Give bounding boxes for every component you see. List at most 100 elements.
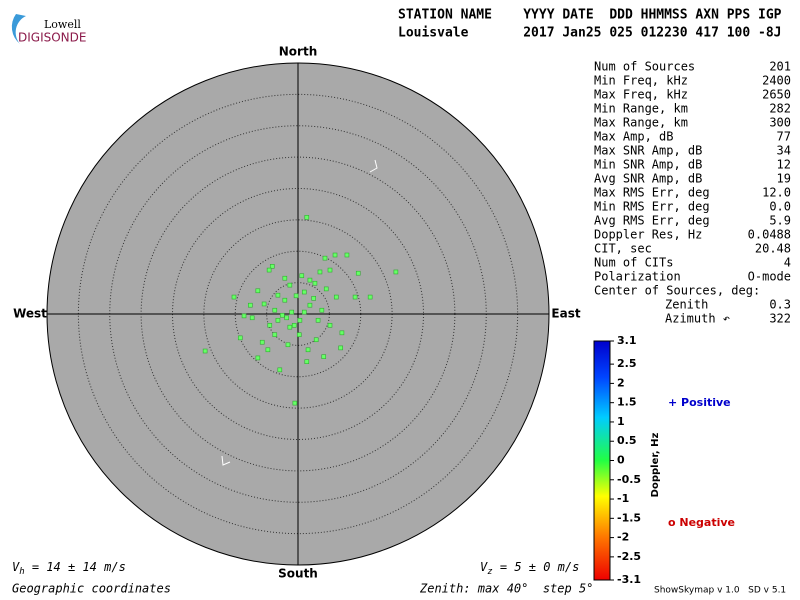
source-point	[284, 315, 290, 321]
stat-value: 34	[777, 144, 791, 158]
source-point	[287, 324, 293, 330]
source-point	[327, 322, 333, 328]
source-point	[272, 332, 278, 338]
source-point	[291, 322, 297, 328]
source-point	[237, 335, 243, 341]
stat-value: 4	[784, 256, 791, 270]
stat-label: Max Amp, dB	[594, 130, 673, 144]
source-point	[339, 330, 345, 336]
stat-value: 12.0	[762, 186, 791, 200]
colorbar-tick-label: 2	[617, 376, 625, 389]
source-point	[301, 309, 307, 315]
stat-value: 322	[769, 312, 791, 326]
colorbar-tick-label: -0.5	[617, 473, 641, 486]
stat-value: 0.0	[769, 200, 791, 214]
header-row: Louisvale 2017 Jan25 025 012230 417 100 …	[398, 26, 782, 41]
stat-value: 0.3	[769, 298, 791, 312]
stat-label: Max SNR Amp, dB	[594, 144, 702, 158]
stat-label: CIT, sec	[594, 242, 652, 256]
colorbar-tick-label: -1	[617, 492, 629, 505]
colorbar-tick-label: 0.5	[617, 434, 637, 447]
stat-value: 0.0488	[748, 228, 791, 242]
direction-label: West	[13, 307, 47, 321]
stat-heading: Center of Sources, deg:	[594, 284, 760, 298]
stat-value: 2650	[762, 88, 791, 102]
source-point	[307, 277, 313, 283]
source-point	[297, 317, 303, 323]
legend-positive: + Positive	[668, 396, 731, 409]
source-point	[299, 273, 305, 279]
stat-label: Min SNR Amp, dB	[594, 158, 702, 172]
stat-value: 201	[769, 60, 791, 74]
source-point	[304, 359, 310, 364]
source-point	[367, 294, 373, 300]
source-point	[261, 301, 267, 307]
velocity-z: Vz = 5 ± 0 m/s	[480, 560, 579, 577]
stat-label: Max RMS Err, deg	[594, 186, 710, 200]
colorbar-tick-label: 1	[617, 415, 625, 428]
stat-label: Num of CITs	[594, 256, 673, 270]
source-point	[319, 307, 325, 313]
footer-zenith: Zenith: max 40° step 5°	[419, 582, 593, 596]
footer-coords: Geographic coordinates	[12, 582, 171, 596]
stat-value: 19	[777, 172, 791, 186]
source-point	[231, 294, 237, 300]
stat-label: Zenith	[665, 298, 708, 312]
source-point	[249, 315, 255, 321]
source-point	[304, 215, 310, 220]
source-point	[313, 337, 319, 343]
source-point	[285, 342, 291, 348]
source-point	[292, 400, 298, 406]
marker	[221, 455, 231, 466]
colorbar-tick-label: 3.1	[617, 334, 637, 347]
legend-negative: o Negative	[668, 516, 735, 529]
source-point	[321, 354, 327, 359]
source-point	[296, 332, 302, 338]
stat-label: Num of Sources	[594, 60, 695, 74]
symbol: V	[480, 560, 488, 574]
source-point	[287, 282, 293, 288]
stat-label: Min Freq, kHz	[594, 74, 688, 88]
source-point	[312, 280, 318, 286]
stat-value: 77	[777, 130, 791, 144]
source-point	[255, 355, 261, 361]
marker	[369, 159, 378, 173]
source-point	[272, 307, 278, 313]
velocity-h: Vh = 14 ± 14 m/s	[12, 560, 126, 577]
symbol: V	[12, 560, 20, 574]
source-point	[269, 264, 275, 269]
stat-label: Azimuth ↶	[665, 312, 730, 326]
source-point	[202, 348, 208, 354]
source-point	[277, 367, 283, 373]
source-point	[267, 322, 273, 328]
source-point	[323, 286, 329, 292]
colorbar-tick-label: -2.5	[617, 550, 641, 563]
source-point	[255, 288, 261, 294]
colorbar-tick-label: -3.1	[617, 573, 641, 586]
source-point	[289, 309, 295, 315]
source-point	[275, 292, 281, 298]
source-point	[352, 294, 358, 300]
source-point	[344, 252, 350, 258]
source-point	[259, 339, 265, 345]
source-point	[293, 293, 299, 299]
colorbar-tick-label: 0	[617, 454, 625, 467]
stat-value: 2400	[762, 74, 791, 88]
colorbar-tick-label: 1.5	[617, 396, 637, 409]
source-point	[355, 270, 361, 276]
source-point	[322, 255, 328, 261]
source-point	[338, 345, 343, 351]
colorbar-tick-label: -1.5	[617, 511, 641, 524]
source-point	[265, 347, 271, 353]
source-point	[305, 347, 311, 353]
stat-value: 300	[769, 116, 791, 130]
source-point	[266, 267, 272, 273]
source-point	[280, 312, 285, 318]
stat-label: Max Range, km	[594, 116, 688, 130]
stat-value: 5.9	[769, 214, 791, 228]
stat-label: Doppler Res, Hz	[594, 228, 702, 242]
source-point	[332, 252, 338, 258]
direction-label: East	[551, 307, 580, 321]
stat-value: 12	[777, 158, 791, 172]
